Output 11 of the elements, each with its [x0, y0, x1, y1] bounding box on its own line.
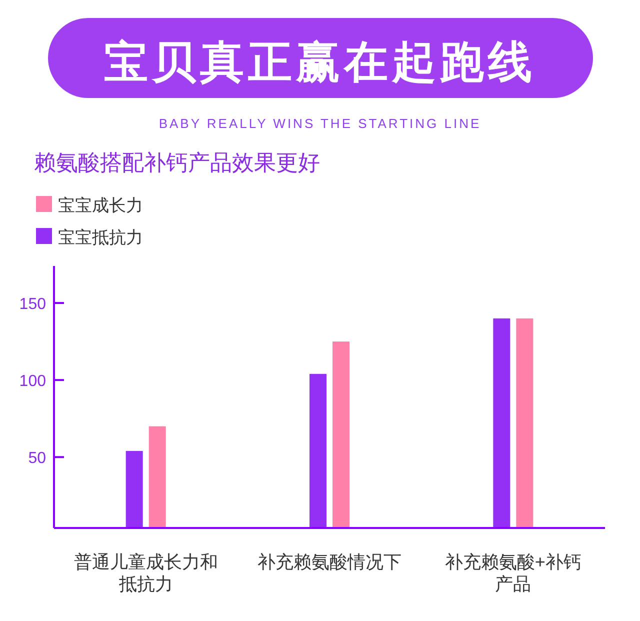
text: 赖氨酸搭配补钙产品效果更好: [34, 150, 320, 175]
chart-subtitle: BABY REALLY WINS THE STARTING LINE: [158, 116, 482, 131]
legend-label: 宝宝成长力: [58, 196, 143, 215]
y-tick-label: 50: [28, 450, 46, 468]
legend-label: 宝宝抵抗力: [58, 228, 143, 247]
x-tick-label: 普通儿童成长力和抵抗力: [72, 551, 219, 595]
y-tick-label: 100: [19, 373, 46, 390]
y-tick-label: 150: [19, 296, 46, 313]
x-tick-label: 补充赖氨酸+补钙产品: [444, 551, 582, 595]
chart-title: 宝贝真正赢在起跑线: [104, 38, 536, 87]
x-tick-label: 补充赖氨酸情况下: [256, 551, 402, 573]
